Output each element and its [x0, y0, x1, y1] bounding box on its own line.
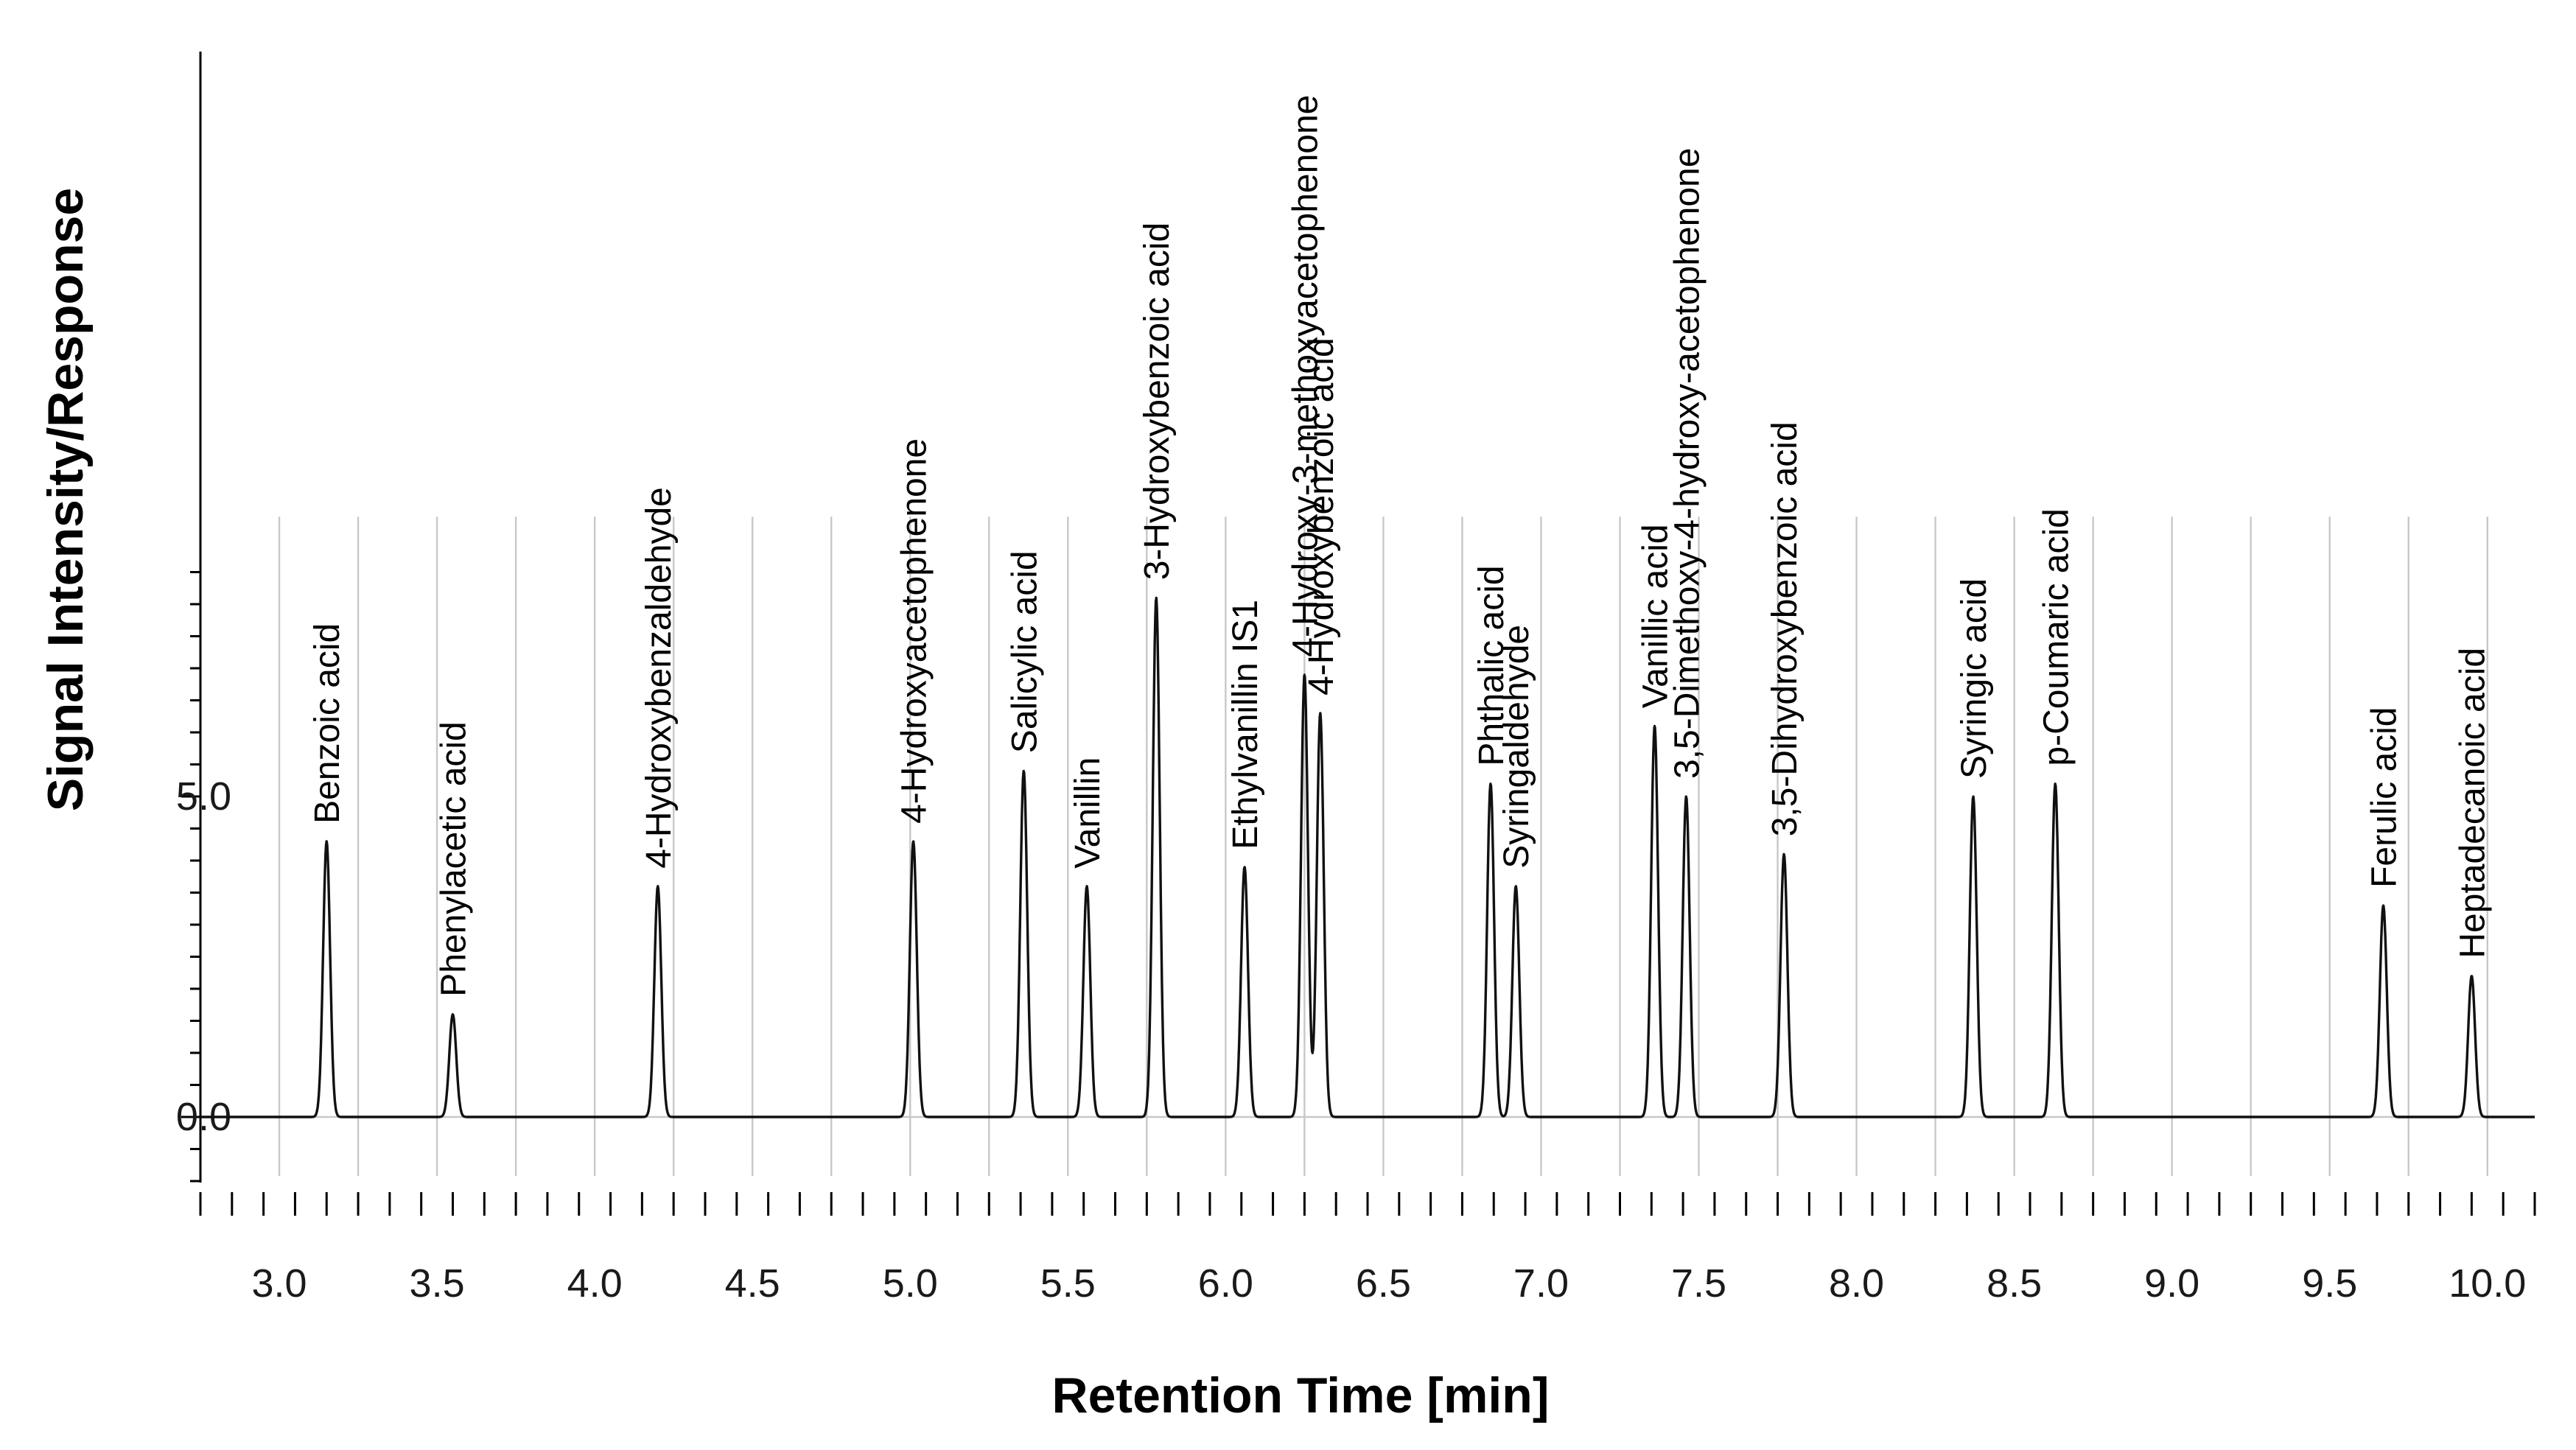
peak-apex [1684, 795, 1687, 798]
y-tick-label: 5.0 [176, 774, 231, 819]
peak-label: Syringic acid [1955, 578, 1994, 779]
peak-apex [2470, 975, 2473, 978]
peak-label: 4-Hydroxy-3-methoxyacetophenone [1286, 95, 1325, 657]
peak-apex [2054, 782, 2057, 785]
peak-apex [1022, 769, 1025, 772]
x-tick-label: 6.0 [1198, 1261, 1253, 1306]
peak-apex [1085, 885, 1088, 888]
peak-apex [1319, 712, 1322, 715]
peak-apex [657, 885, 659, 888]
peak-label: 3,5-Dimethoxy-4-hydroxy-acetophenone [1667, 148, 1707, 779]
x-tick-label: 7.0 [1513, 1261, 1569, 1306]
y-axis-title: Signal Intensity/Response [38, 188, 94, 811]
peak-apex [325, 840, 328, 843]
peak-apex [1972, 795, 1975, 798]
chromatogram-trace-group [200, 596, 2535, 1118]
x-tick-label: 3.5 [410, 1261, 465, 1306]
peak-label: 3-Hydroxybenzoic acid [1138, 223, 1177, 581]
peak-apex [1514, 885, 1517, 888]
peak-label: Ethylvanillin IS1 [1226, 600, 1265, 850]
y-ticks: 0.05.0 [176, 571, 231, 1183]
peak-label: 4-Hydroxybenzaldehyde [640, 487, 679, 869]
peak-apex [1782, 852, 1785, 855]
peak-label: 4-Hydroxybenzoic acid [1302, 337, 1341, 696]
x-tick-label: 8.0 [1829, 1261, 1884, 1306]
x-ticks: 3.0 3.5 4.0 4.5 5.0 5.5 6.0 6.5 7.0 7.5 8.0 8.5 9.0 9… [199, 1192, 2536, 1306]
peak-apex [1243, 866, 1246, 869]
peak-apex [1303, 673, 1306, 676]
peak-apex [1155, 596, 1158, 599]
x-tick-label: 7.5 [1671, 1261, 1726, 1306]
gridlines [200, 516, 2535, 1176]
peak-label: 4-Hydroxyacetophenone [895, 438, 934, 824]
peak-label: Phenylacetic acid [434, 721, 473, 997]
x-axis-title: Retention Time [min] [1052, 1367, 1550, 1423]
chromatogram-trace [200, 597, 2535, 1118]
peak-label: 3,5-Dihydroxybenzoic acid [1765, 421, 1805, 836]
peak-label: Benzoic acid [308, 623, 347, 824]
peak-label: Phthalic acid [1472, 565, 1511, 766]
x-tick-label: 8.5 [1987, 1261, 2042, 1306]
peak-label: Vanillin [1068, 757, 1107, 869]
x-tick-label: 10.0 [2449, 1261, 2526, 1306]
peak-labels: Benzoic acid Phenylacetic acid 4-Hydroxybe… [308, 95, 2492, 997]
peak-label: Vanillic acid [1637, 524, 1676, 708]
x-tick-label: 9.0 [2144, 1261, 2199, 1306]
x-tick-label: 9.5 [2302, 1261, 2357, 1306]
peak-label: p-Coumaric acid [2037, 508, 2076, 766]
peak-apex [1653, 724, 1656, 727]
peak-apex [1489, 782, 1492, 785]
x-tick-label: 4.5 [725, 1261, 780, 1306]
peak-apex [451, 1013, 454, 1016]
x-tick-label: 4.0 [567, 1261, 623, 1306]
peak-apex [912, 840, 915, 843]
peak-label: Ferulic acid [2365, 707, 2404, 887]
peak-label: Syringaldehyde [1497, 625, 1536, 869]
peak-apex [2382, 904, 2385, 907]
peak-label: Heptadecanoic acid [2453, 648, 2492, 959]
x-tick-label: 3.0 [251, 1261, 307, 1306]
peak-label: Salicylic acid [1005, 550, 1044, 753]
x-tick-label: 5.0 [883, 1261, 938, 1306]
x-tick-label: 5.5 [1040, 1261, 1096, 1306]
x-tick-label: 6.5 [1356, 1261, 1411, 1306]
